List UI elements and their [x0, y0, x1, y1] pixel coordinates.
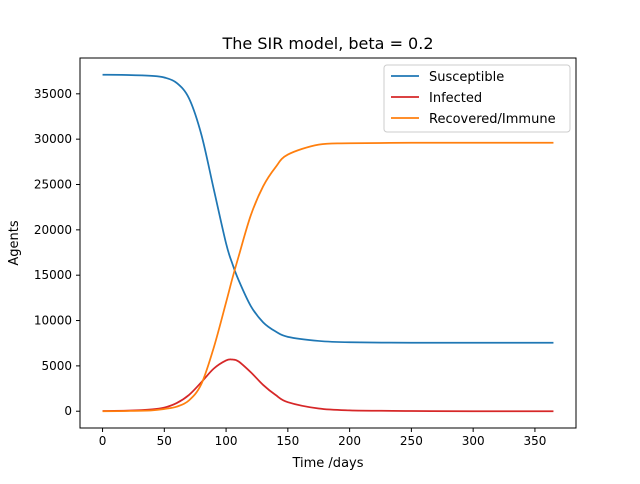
x-tick-label: 50 — [157, 434, 172, 448]
x-tick-label: 300 — [462, 434, 485, 448]
legend-label-recovered-immune: Recovered/Immune — [429, 112, 556, 127]
x-tick-label: 100 — [215, 434, 238, 448]
chart-title: The SIR model, beta = 0.2 — [221, 34, 433, 53]
y-tick-label: 0 — [64, 404, 72, 418]
plot-series — [102, 73, 554, 413]
y-axis-ticks: 0 5000 10000 15000 20000 25000 30000 35000 — [34, 87, 80, 418]
y-tick-label: 15000 — [34, 268, 72, 282]
legend-label-infected: Infected — [429, 91, 482, 106]
x-tick-label: 200 — [338, 434, 361, 448]
x-tick-label: 150 — [276, 434, 299, 448]
series-line-infected — [102, 358, 554, 413]
x-axis-ticks: 0 50 100 150 200 250 300 350 — [99, 428, 546, 448]
y-axis-label: Agents — [7, 220, 22, 265]
y-tick-label: 20000 — [34, 223, 72, 237]
y-tick-label: 5000 — [41, 359, 72, 373]
legend-label-susceptible: Susceptible — [429, 70, 504, 85]
x-tick-label: 350 — [523, 434, 546, 448]
legend: Susceptible Infected Recovered/Immune — [383, 64, 571, 133]
y-tick-label: 35000 — [34, 87, 72, 101]
y-tick-label: 30000 — [34, 132, 72, 146]
y-tick-label: 25000 — [34, 178, 72, 192]
legend-box — [383, 64, 571, 133]
plot-frame — [79, 57, 577, 429]
x-tick-label: 0 — [99, 434, 107, 448]
y-tick-label: 10000 — [34, 314, 72, 328]
series-line-susceptible — [102, 73, 554, 344]
x-axis-label: Time /days — [291, 456, 363, 471]
x-tick-label: 250 — [400, 434, 423, 448]
series-line-recovered-immune — [102, 141, 554, 413]
